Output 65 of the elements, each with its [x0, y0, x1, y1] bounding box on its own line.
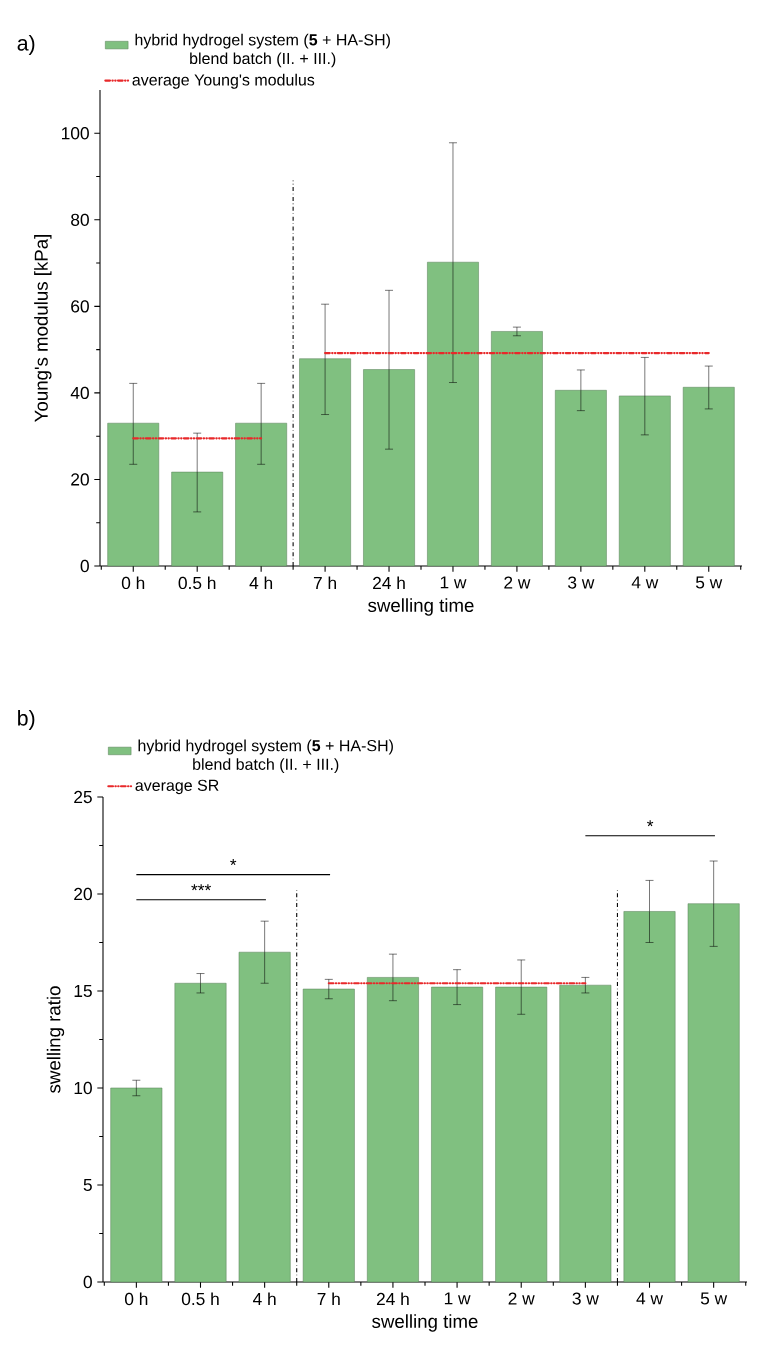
x-tick-label: 3 w — [572, 1292, 599, 1305]
x-tick-label: 5 w — [695, 576, 723, 589]
bar — [367, 977, 419, 1283]
y-tick-label: 20 — [74, 887, 92, 901]
y-tick-label: 25 — [74, 790, 92, 804]
x-axis-title: swelling time — [368, 598, 474, 616]
bar — [302, 988, 355, 1283]
bar — [559, 984, 612, 1283]
bar — [427, 261, 479, 567]
bar — [110, 1087, 163, 1283]
x-tick-label: 2 w — [508, 1292, 535, 1305]
annotation: *** — [191, 884, 211, 891]
y-axis-title: Young's modulus [kPa] — [34, 235, 52, 422]
legend-label: hybrid hydrogel system (5 + HA-SH) blend batch (II. + III.) — [135, 33, 390, 68]
annotation: * — [647, 820, 654, 827]
x-tick-label: 0 h — [124, 1292, 148, 1306]
y-tick-label: 60 — [71, 300, 89, 313]
bar — [431, 986, 483, 1283]
bar — [235, 422, 287, 567]
bar — [687, 903, 740, 1283]
chart-title: b) — [18, 710, 35, 730]
x-tick-label: 24 h — [376, 1292, 409, 1305]
x-tick-label: 2 w — [504, 576, 531, 589]
bar — [495, 986, 548, 1283]
x-tick-label: 3 w — [568, 576, 595, 589]
x-tick-label: 0.5 h — [181, 1292, 219, 1306]
annotation: * — [230, 859, 237, 866]
y-tick-label: 20 — [71, 473, 89, 486]
y-tick-label: 100 — [62, 127, 89, 140]
y-tick-label: 15 — [74, 984, 92, 998]
y-tick-label: 0 — [80, 559, 89, 573]
bar — [555, 390, 607, 567]
legend-label: average Young's modulus — [132, 73, 315, 89]
x-tick-label: 5 w — [700, 1292, 728, 1305]
x-axis-title: swelling time — [372, 1314, 478, 1332]
chart-title: a) — [17, 35, 35, 55]
x-tick-label: 7 h — [313, 576, 336, 589]
x-tick-label: 4 w — [636, 1292, 664, 1305]
x-tick-label: 7 h — [317, 1292, 340, 1305]
bar — [618, 395, 671, 567]
bar — [682, 387, 735, 567]
x-tick-label: 1 w — [440, 576, 467, 589]
y-tick-label: 10 — [74, 1081, 92, 1095]
legend-label: hybrid hydrogel system (5 + HA-SH) blend batch (II. + III.) — [138, 739, 393, 774]
bar — [299, 358, 351, 567]
bar — [171, 471, 224, 567]
x-tick-label: 4 h — [249, 576, 273, 589]
x-tick-label: 0.5 h — [178, 576, 216, 590]
bar — [623, 911, 676, 1283]
bar — [363, 369, 415, 567]
x-tick-label: 4 w — [631, 576, 659, 589]
y-tick-label: 40 — [70, 386, 89, 400]
legend-label: average SR — [135, 779, 219, 795]
x-tick-label: 4 h — [252, 1292, 276, 1305]
y-tick-label: 5 — [83, 1178, 92, 1192]
x-tick-label: 0 h — [121, 576, 145, 590]
bar — [174, 982, 227, 1283]
y-tick-label: 0 — [83, 1275, 92, 1289]
y-axis-title: swelling ratio — [46, 986, 65, 1093]
x-tick-label: 1 w — [444, 1292, 471, 1305]
bar — [107, 422, 160, 567]
y-tick-label: 80 — [71, 213, 89, 226]
bar — [238, 951, 291, 1283]
bar — [491, 331, 543, 567]
x-tick-label: 24 h — [373, 576, 405, 589]
